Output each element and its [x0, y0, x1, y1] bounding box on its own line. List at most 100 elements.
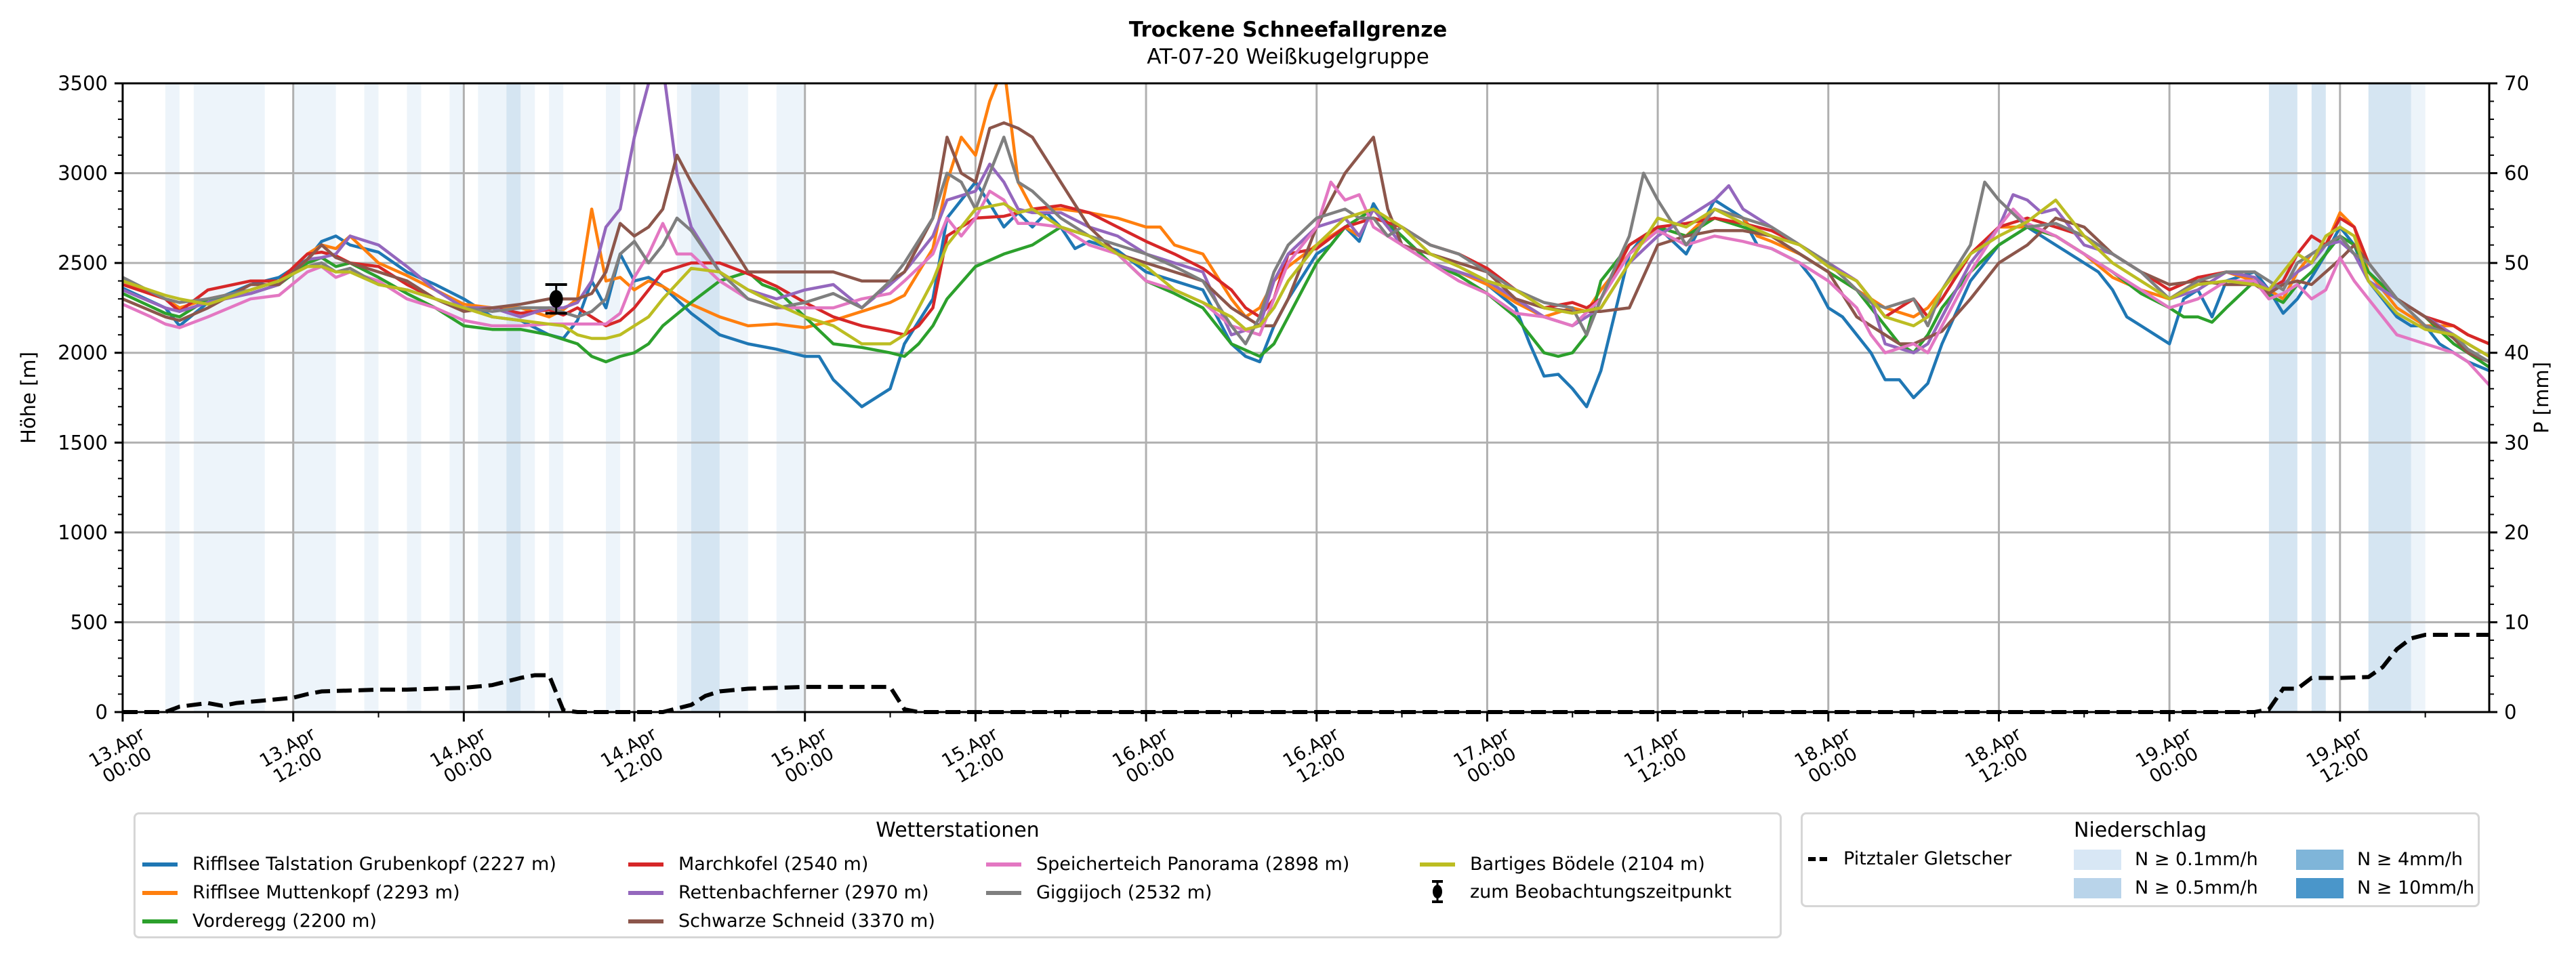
y2-axis-label: P [mm] — [2530, 362, 2553, 434]
legend-item-station: Rifflsee Talstation Grubenkopf (2227 m) — [142, 854, 556, 875]
legend-item-precip-category: N ≥ 10mm/h — [2296, 877, 2474, 898]
y-axis-label: Höhe [m] — [17, 352, 40, 444]
precip-band — [2311, 83, 2326, 712]
y2-tick-label: 30 — [2504, 431, 2529, 454]
precip-band — [719, 83, 748, 712]
y2-axis-ticks: 0 10 20 30 40 50 60 70 — [2489, 72, 2529, 724]
y-tick-label: 3000 — [58, 162, 108, 185]
legend-label: Pitztaler Gletscher — [1843, 848, 2012, 869]
y-tick-label: 0 — [96, 701, 108, 724]
legend-item-precip-category: N ≥ 4mm/h — [2296, 849, 2463, 870]
precip-band — [449, 83, 464, 712]
precip-band — [364, 83, 379, 712]
y2-tick-label: 60 — [2504, 162, 2529, 185]
precip-band — [193, 83, 265, 712]
legend-label: Schwarze Schneid (3370 m) — [678, 911, 935, 932]
legend-item-precip-category: N ≥ 0.1mm/h — [2074, 849, 2258, 870]
legend-label: Rettenbachferner (2970 m) — [678, 882, 929, 903]
legend-dash-swatch — [1808, 856, 1827, 861]
precip-band — [2268, 83, 2297, 712]
series-line-2 — [123, 207, 2489, 369]
y-tick-label: 1000 — [58, 521, 108, 544]
precip-band — [691, 83, 720, 712]
chart-title: Trockene Schneefallgrenze — [1128, 18, 1448, 42]
legend-label: Marchkofel (2540 m) — [678, 854, 869, 875]
precipitation-legend-title: Niederschlag — [2074, 818, 2207, 842]
y2-tick-label: 20 — [2504, 521, 2529, 544]
legend-patch-swatch — [2074, 849, 2121, 870]
precip-band — [407, 83, 422, 712]
series-line-1 — [123, 83, 2489, 346]
precip-line-pitztaler-gletscher — [123, 633, 2489, 714]
y-axis-ticks: 0 500 1000 1500 2000 2500 3000 3500 — [58, 72, 123, 724]
legend-label: Giggijoch (2532 m) — [1036, 882, 1212, 903]
legend-line-swatch — [142, 919, 178, 923]
precip-band — [478, 83, 507, 712]
precip-band — [165, 83, 180, 712]
legend-line-swatch — [986, 862, 1021, 867]
stations-legend-title: Wetterstationen — [876, 818, 1040, 842]
stations-legend: Wetterstationen Rifflsee Talstation Grub… — [134, 812, 1782, 938]
chart-subtitle: AT-07-20 Weißkugelgruppe — [1147, 45, 1429, 69]
legend-label: Rifflsee Muttenkopf (2293 m) — [192, 882, 460, 903]
precip-band — [776, 83, 805, 712]
legend-item-station: Giggijoch (2532 m) — [986, 882, 1212, 903]
station-series — [123, 83, 2489, 409]
y-tick-label: 3500 — [58, 72, 108, 95]
y2-tick-label: 40 — [2504, 341, 2529, 365]
series-line-7 — [123, 136, 2489, 363]
legend-item-station: Schwarze Schneid (3370 m) — [628, 911, 935, 932]
legend-item-station: Bartiges Bödele (2104 m) — [1420, 854, 1705, 875]
legend-label: Speicherteich Panorama (2898 m) — [1036, 854, 1350, 875]
precip-band — [606, 83, 621, 712]
series-line-5 — [123, 121, 2489, 364]
legend-line-swatch — [628, 862, 663, 867]
precipitation-legend: Niederschlag Pitztaler Gletscher N ≥ 0.1… — [1801, 812, 2480, 907]
precipitation-line — [123, 633, 2489, 714]
precip-band — [506, 83, 521, 712]
observation-marker — [545, 283, 567, 315]
legend-item-observation: zum Beobachtungszeitpunkt — [1420, 879, 1732, 904]
precip-band — [520, 83, 535, 712]
precip-band — [2411, 83, 2426, 712]
y-tick-label: 2000 — [58, 341, 108, 365]
legend-item-precip-line: Pitztaler Gletscher — [1808, 848, 2011, 869]
legend-label: zum Beobachtungszeitpunkt — [1470, 881, 1732, 902]
axes — [121, 82, 2491, 713]
series-line-8 — [123, 199, 2489, 358]
legend-item-station: Speicherteich Panorama (2898 m) — [986, 854, 1349, 875]
y2-tick-label: 70 — [2504, 72, 2529, 95]
legend-line-swatch — [628, 890, 663, 895]
series-line-0 — [123, 180, 2489, 409]
legend-line-swatch — [142, 862, 178, 867]
legend-item-precip-category: N ≥ 0.5mm/h — [2074, 877, 2258, 898]
legend-patch-swatch — [2296, 877, 2344, 898]
precip-band — [2368, 83, 2411, 712]
y-tick-label: 500 — [70, 610, 108, 633]
legend-line-swatch — [1420, 862, 1455, 867]
legend-label: Vorderegg (2200 m) — [192, 911, 377, 932]
legend-item-station: Marchkofel (2540 m) — [628, 854, 868, 875]
legend-patch-swatch — [2296, 849, 2344, 870]
precip-band — [293, 83, 336, 712]
legend-item-station: Vorderegg (2200 m) — [142, 911, 377, 932]
legend-line-swatch — [142, 890, 178, 895]
y2-tick-label: 10 — [2504, 610, 2529, 633]
y2-tick-label: 50 — [2504, 251, 2529, 274]
legend-line-swatch — [628, 919, 663, 923]
